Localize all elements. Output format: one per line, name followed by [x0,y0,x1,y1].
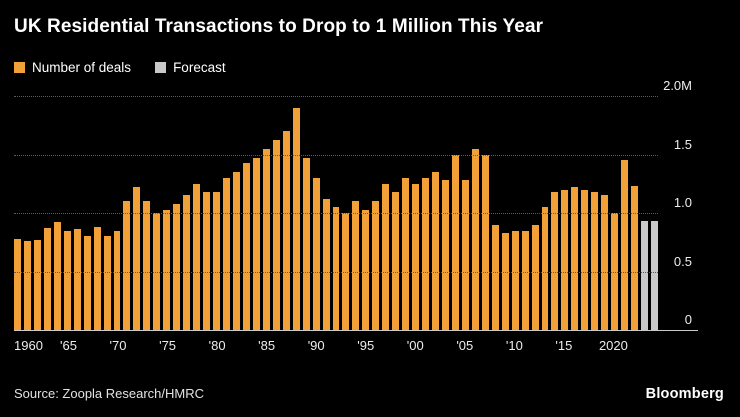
bar-2021 [621,160,629,330]
bar-1981 [223,177,230,330]
bar-1961 [23,241,31,330]
bar-1995 [362,209,370,330]
bar-2014 [551,191,559,330]
bar-2010 [511,230,519,330]
gridline-1.5 [14,154,658,156]
bar-1990 [312,177,320,330]
bar-1971 [123,201,131,330]
x-axis-label: '95 [357,338,375,353]
legend-item-number-of-deals: Number of deals [14,60,131,75]
bar-2013 [541,207,549,330]
bar-1975 [163,209,171,330]
bar-1988 [292,107,300,330]
y-axis-label: 1.5 [673,136,692,152]
bar-1977 [183,195,191,330]
bar-1985 [262,148,270,330]
bar-1983 [242,162,250,330]
bar-2008 [491,224,499,330]
bar-1973 [143,201,151,330]
bar-2016 [571,187,579,330]
bloomberg-logo: Bloomberg [645,386,724,402]
x-axis-label: '10 [505,338,523,353]
x-axis-label: '00 [406,338,424,353]
y-axis-label: 0.5 [673,253,692,269]
bar-2005 [461,180,469,330]
bar-2023 [641,221,648,330]
bar-1987 [282,131,290,330]
legend-label: Number of deals [32,60,132,75]
bar-2017 [581,189,589,330]
bar-1978 [193,183,201,330]
bar-2018 [591,191,599,330]
source-text: Source: Zoopla Research/HMRC [14,386,205,401]
x-axis-label: '05 [456,338,474,353]
x-axis-label: '80 [208,338,226,353]
bar-1998 [392,191,400,330]
x-axis-label: '85 [258,338,276,353]
bar-1991 [322,198,330,330]
x-axis-label: '75 [159,338,177,353]
bar-1962 [33,239,41,330]
bar-2002 [432,172,439,330]
bar-chart: 2.0M 1.5 1.0 0.5 0 1960 '65 '70 '75 '80 '85 '90 '95… [14,78,740,353]
bar-2012 [531,224,539,330]
bar-1986 [272,140,280,330]
bar-2007 [481,154,489,330]
x-axis-label: '15 [555,338,573,353]
bar-1999 [402,177,410,330]
x-axis-label: 1960 [14,338,43,353]
bar-1965 [63,230,71,330]
bar-2022 [631,186,639,330]
bar-1994 [352,201,360,330]
bar-1969 [103,236,111,330]
bar-1996 [372,201,380,330]
bar-1989 [302,158,310,330]
bar-1972 [133,187,141,330]
bar-2006 [471,148,479,330]
plot-area [14,96,658,330]
bar-2004 [451,154,459,330]
y-axis-label: 1.0 [673,195,692,210]
x-axis-label: '90 [307,338,325,353]
x-axis-baseline [14,330,698,331]
bar-2003 [441,180,449,330]
x-axis-label: '65 [60,338,77,353]
bar-1968 [93,227,101,330]
bar-1992 [332,207,340,330]
gridline-0.5 [14,271,658,273]
x-axis-label: '70 [109,338,127,353]
y-axis-label: 2.0M [663,78,692,93]
bar-1967 [83,236,91,330]
legend-label: Forecast [173,60,226,75]
chart-title: UK Residential Transactions to Drop to 1… [14,16,544,37]
bar-2001 [422,177,430,330]
gridline-2 [14,96,658,97]
bar-1980 [213,191,221,330]
forecast-swatch [155,62,167,73]
x-axis-labels: 1960 '65 '70 '75 '80 '85 '90 '95 '00 '05 '10 '15 202… [14,330,658,353]
bar-2009 [501,232,509,330]
bar-2015 [561,189,569,330]
bar-1984 [252,158,260,330]
bar-2011 [521,230,529,330]
bar-1960 [14,238,21,330]
x-axis-label: 2020 [598,338,628,353]
gridline-1 [14,213,658,214]
bar-1963 [43,228,51,330]
bar-1976 [173,203,181,330]
bar-1979 [203,191,211,330]
bar-1966 [73,229,81,330]
bar-1982 [232,172,240,330]
number-of-deals-swatch [14,62,25,73]
bar-2000 [412,183,420,330]
bar-1970 [113,230,121,330]
bar-1997 [382,183,390,330]
bar-1964 [53,222,61,330]
bar-2019 [601,195,609,330]
bar-2024 [651,221,658,330]
y-axis-label: 0 [684,312,692,327]
legend-item-forecast: Forecast [155,60,226,75]
chart-legend: Number of deals Forecast [14,60,226,75]
